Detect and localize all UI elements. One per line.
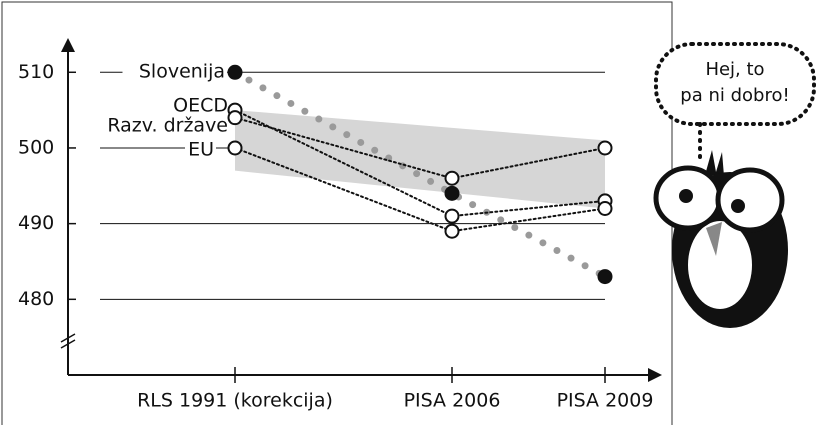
x-tick-label: PISA 2009 — [557, 390, 654, 412]
series-label: OECD — [173, 95, 228, 117]
data-point — [227, 110, 243, 126]
data-point — [227, 64, 243, 80]
y-axis-arrow — [61, 38, 75, 52]
data-point — [597, 269, 613, 285]
y-tick-label: 500 — [18, 136, 54, 158]
label-bg — [178, 96, 230, 116]
x-axis-arrow — [648, 368, 662, 382]
data-point — [444, 208, 460, 224]
frame — [1, 1, 673, 425]
data-point — [444, 223, 460, 239]
y-tick-label: 510 — [18, 61, 54, 83]
series-label: EU — [188, 139, 214, 161]
bubble-text: Hej, to — [705, 59, 764, 80]
label-bg — [185, 140, 216, 160]
owl-pupil — [731, 199, 745, 213]
data-point — [444, 170, 460, 186]
x-tick-label: RLS 1991 (korekcija) — [137, 390, 333, 412]
series-label: Slovenija — [139, 61, 225, 83]
owl-eye — [715, 167, 785, 233]
speech-bubble: Hej, to pa ni dobro! — [654, 42, 816, 162]
y-tick-label: 480 — [18, 288, 54, 310]
owl-tuft — [705, 150, 724, 176]
data-point — [597, 140, 613, 156]
x-tick-label: PISA 2006 — [404, 390, 501, 412]
owl-belly — [688, 221, 752, 309]
data-point — [444, 185, 460, 201]
data-point — [227, 140, 243, 156]
series-line — [231, 68, 609, 281]
y-tick-label: 490 — [18, 212, 54, 234]
label-bg — [94, 116, 230, 136]
label-bg — [122, 62, 227, 82]
data-point — [597, 201, 613, 216]
series-label: Razv. države — [107, 115, 228, 137]
bubble-text: pa ni dobro! — [680, 85, 789, 106]
owl-beak — [706, 222, 722, 256]
bubble-outline — [654, 42, 816, 126]
range-band — [235, 110, 605, 209]
owl — [653, 150, 788, 328]
axis-break — [60, 333, 76, 349]
owl-pupil — [679, 189, 693, 203]
